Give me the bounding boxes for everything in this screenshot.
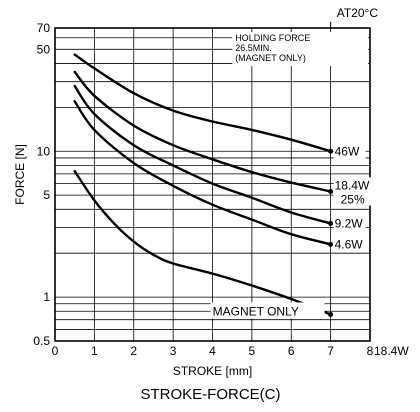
holding-force-note-line-3: (MAGNET ONLY) [235,53,306,63]
series-label-9-2w: 9.2W [335,216,364,230]
holding-force-note-line-1: HOLDING FORCE [235,33,310,43]
series-label-25-percent: 25% [341,192,365,206]
y-tick-label: 5 [43,188,50,202]
x-tick-label: 0 [52,344,59,358]
x-tick-label: 1 [91,344,98,358]
holding-force-note-line-2: 26.5MIN. [235,43,272,53]
series-label-bg [333,236,366,253]
x-tick-label: 2 [130,344,137,358]
series-end-dot [328,220,334,226]
series-label-bg [333,177,376,206]
y-tick-label: 50 [37,42,51,56]
grid [55,28,370,341]
y-tick-label: 10 [37,144,51,158]
y-tick-label: 1 [43,290,50,304]
series-line-18-4w-25 [73,70,332,193]
x-axis-label: STROKE [mm] [173,364,252,378]
y-axis-label: FORCE [N] [13,144,27,205]
series-label-bg [210,302,325,319]
x-tick-label: 4 [209,344,216,358]
series-lines [73,53,334,317]
x-tick-label: 5 [249,344,256,358]
series-line-4-6w [73,100,332,246]
series-end-dot [328,241,334,247]
tick-labels: 0 1 2 3 4 5 6 7 8 0.5 1 5 10 50 70 [33,21,373,358]
temperature-condition: AT20°C [337,6,379,20]
chart-title: STROKE-FORCE(C) [141,386,281,403]
series-label-magnet-only: MAGNET ONLY [213,304,299,318]
x-tick-label: 7 [327,344,334,358]
series-end-dot [328,311,334,317]
x-tick-label: 3 [170,344,177,358]
holding-force-note-box [232,32,368,66]
outside-series-label: 18.4W [374,344,409,358]
y-tick-label: 70 [37,21,51,35]
series-label-bg [333,215,366,232]
series-line-9-2w [73,84,332,225]
series-line-46w [73,53,332,153]
series-end-dot [328,148,334,154]
series-label-18-4w: 18.4W [335,178,370,192]
y-tick-label: 0.5 [33,334,50,348]
series-line-magnet-only [73,170,332,316]
x-tick-label: 6 [288,344,295,358]
x-tick-label: 8 [367,344,374,358]
series-end-dot [328,188,334,194]
series-label-46w: 46W [335,144,360,158]
series-label-bg [333,143,366,160]
series-label-4-6w: 4.6W [335,237,364,251]
